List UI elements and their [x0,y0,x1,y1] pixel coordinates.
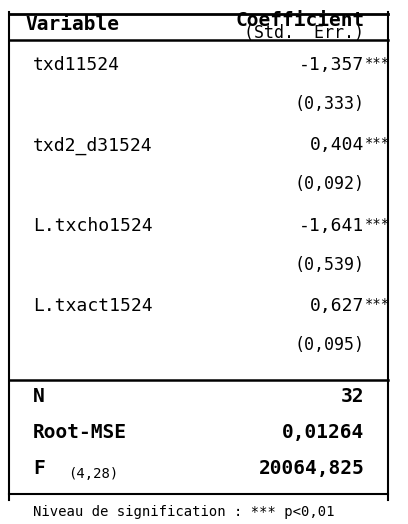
Text: (0,539): (0,539) [295,256,364,274]
Text: (0,095): (0,095) [295,336,364,354]
Text: (0,092): (0,092) [295,176,364,193]
Text: -1,357: -1,357 [299,56,364,74]
Text: 32: 32 [341,387,364,406]
Text: txd2_d31524: txd2_d31524 [33,136,153,155]
Text: N: N [33,387,45,406]
Text: 0,01264: 0,01264 [282,423,364,442]
Text: (4,28): (4,28) [69,467,119,481]
Text: ***: *** [365,298,390,311]
Text: ***: *** [365,217,390,231]
Text: Root-MSE: Root-MSE [33,423,127,442]
Text: 0,404: 0,404 [310,136,364,155]
Text: ***: *** [365,56,390,70]
Text: (0,333): (0,333) [295,95,364,113]
Text: 0,627: 0,627 [310,298,364,315]
Text: Niveau de signification : *** p<0,01: Niveau de signification : *** p<0,01 [33,505,335,519]
Text: F: F [33,459,45,478]
Text: -1,641: -1,641 [299,217,364,235]
Text: (Std.  Err.): (Std. Err.) [244,24,364,41]
Text: Variable: Variable [25,15,119,34]
Text: ***: *** [365,136,390,150]
Text: txd11524: txd11524 [33,56,120,74]
Text: L.txact1524: L.txact1524 [33,298,153,315]
Text: L.txcho1524: L.txcho1524 [33,217,153,235]
Text: 20064,825: 20064,825 [259,459,364,478]
Text: Coefficient: Coefficient [235,11,364,30]
